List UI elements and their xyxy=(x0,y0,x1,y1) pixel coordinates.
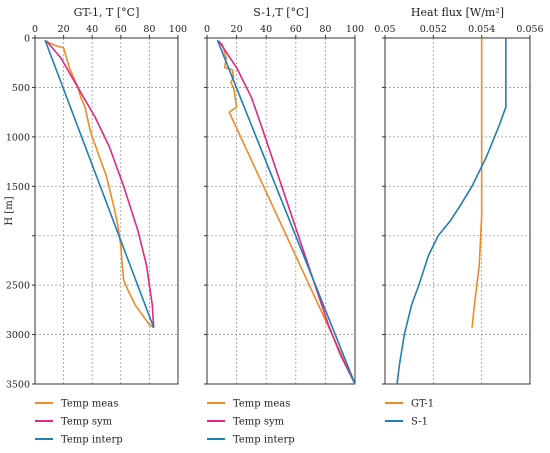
plot-frame xyxy=(34,37,179,385)
series-line-gt-1 xyxy=(471,38,483,328)
legend-label: Temp interp xyxy=(233,435,295,446)
panel-title: S-1,T [°C] xyxy=(253,6,308,19)
legend-label: Temp meas xyxy=(61,399,118,410)
x-tick-label: 80 xyxy=(143,24,155,35)
x-tick-label: 20 xyxy=(58,24,70,35)
x-tick-label: 80 xyxy=(319,24,331,35)
y-tick-label: 2500 xyxy=(6,281,30,292)
x-tick-label: 0.05 xyxy=(374,24,395,35)
plot-frame xyxy=(206,37,356,385)
x-tick-label: 100 xyxy=(169,24,187,35)
x-tick-label: 0 xyxy=(204,24,210,35)
series-line-temp-meas xyxy=(45,40,155,329)
series-line-temp-meas xyxy=(221,42,356,385)
x-tick-label: 20 xyxy=(231,24,243,35)
y-axis-label: H [m] xyxy=(4,196,15,225)
legend-label: S-1 xyxy=(411,417,428,428)
y-tick-label: 500 xyxy=(12,83,30,94)
series-line-s-1 xyxy=(396,38,507,385)
series-line-temp-interp xyxy=(216,39,356,385)
series-line-temp-interp xyxy=(44,39,155,328)
x-tick-label: 0 xyxy=(32,24,38,35)
y-tick-label: 3000 xyxy=(6,330,30,341)
x-tick-label: 60 xyxy=(290,24,302,35)
x-tick-label: 60 xyxy=(115,24,127,35)
x-tick-label: 100 xyxy=(346,24,364,35)
x-tick-label: 40 xyxy=(260,24,272,35)
legend-label: Temp sym xyxy=(61,417,113,428)
x-tick-label: 0.056 xyxy=(516,24,543,35)
legend-label: GT-1 xyxy=(411,399,434,410)
panel-title: GT-1, T [°C] xyxy=(74,6,140,19)
x-tick-label: 40 xyxy=(86,24,98,35)
series-line-temp-sym xyxy=(218,40,356,385)
legend-label: Temp interp xyxy=(61,435,123,446)
y-tick-label: 3500 xyxy=(6,380,30,391)
panel-title: Heat flux [W/m²] xyxy=(411,6,504,19)
series-line-temp-sym xyxy=(45,40,155,328)
y-tick-label: 1000 xyxy=(6,132,30,143)
y-tick-label: 0 xyxy=(24,34,30,45)
x-tick-label: 0.052 xyxy=(420,24,447,35)
x-tick-label: 0.054 xyxy=(468,24,495,35)
legend-label: Temp meas xyxy=(233,399,290,410)
plot-frame xyxy=(384,37,531,385)
legend-label: Temp sym xyxy=(233,417,285,428)
y-tick-label: 1500 xyxy=(6,182,30,193)
